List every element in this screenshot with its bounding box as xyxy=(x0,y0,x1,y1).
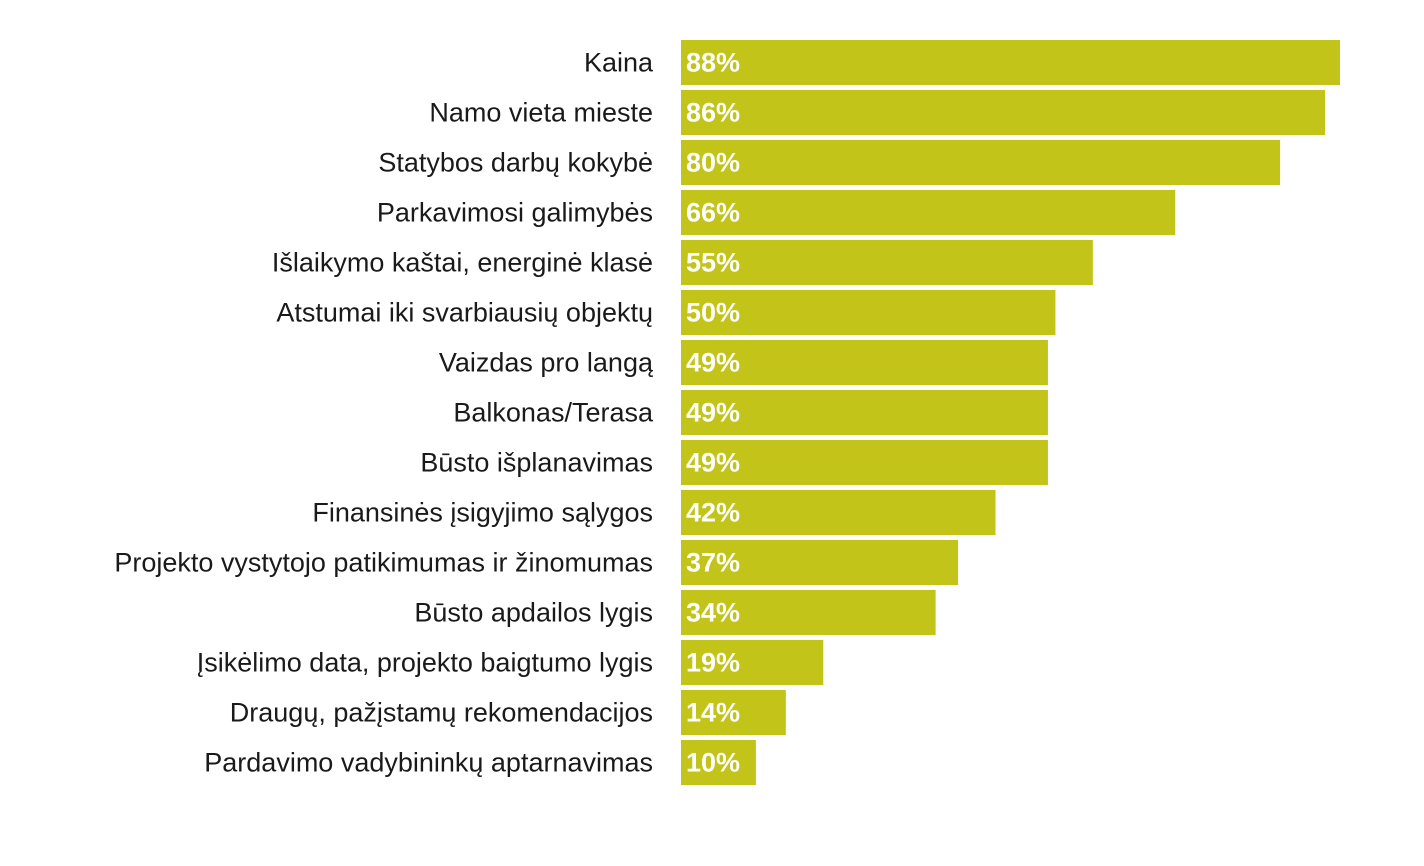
bar xyxy=(681,140,1281,185)
category-label: Draugų, pažįstamų rekomendacijos xyxy=(230,698,653,728)
bars-group: Kaina 88% Namo vieta mieste 86% Statybos dar… xyxy=(114,40,1340,785)
bar xyxy=(681,290,1056,335)
data-label: 19% xyxy=(686,648,740,678)
category-label: Būsto išplanavimas xyxy=(420,448,653,478)
data-label: 49% xyxy=(686,348,740,378)
category-label: Įsikėlimo data, projekto baigtumo lygis xyxy=(197,648,653,678)
bar xyxy=(681,390,1048,435)
category-label: Pardavimo vadybininkų aptarnavimas xyxy=(204,748,653,778)
bar xyxy=(681,640,824,685)
data-label: 80% xyxy=(686,148,740,178)
data-label: 50% xyxy=(686,298,740,328)
bar-row: Būsto apdailos lygis 34% xyxy=(414,590,936,635)
bar-row: Kaina 88% xyxy=(584,40,1340,85)
data-label: 10% xyxy=(686,748,740,778)
bar xyxy=(681,90,1326,135)
category-label: Finansinės įsigyjimo sąlygos xyxy=(312,498,653,528)
data-label: 49% xyxy=(686,398,740,428)
data-label: 66% xyxy=(686,198,740,228)
bar xyxy=(681,440,1048,485)
bar-row: Išlaikymo kaštai, energinė klasė 55% xyxy=(272,240,1093,285)
data-label: 86% xyxy=(686,98,740,128)
bar xyxy=(681,190,1176,235)
category-label: Namo vieta mieste xyxy=(429,98,653,128)
data-label: 55% xyxy=(686,248,740,278)
bar xyxy=(681,490,996,535)
bar xyxy=(681,590,936,635)
bar-row: Statybos darbų kokybė 80% xyxy=(378,140,1281,185)
bar xyxy=(681,540,959,585)
bar-row: Būsto išplanavimas 49% xyxy=(420,440,1048,485)
bar xyxy=(681,690,786,735)
bar-row: Draugų, pažįstamų rekomendacijos 14% xyxy=(230,690,786,735)
bar-row: Atstumai iki svarbiausių objektų 50% xyxy=(276,290,1056,335)
bar xyxy=(681,740,756,785)
bar xyxy=(681,340,1048,385)
category-label: Balkonas/Terasa xyxy=(453,398,654,428)
bar-row: Pardavimo vadybininkų aptarnavimas 10% xyxy=(204,740,756,785)
data-label: 88% xyxy=(686,48,740,78)
bar-row: Įsikėlimo data, projekto baigtumo lygis 1… xyxy=(197,640,824,685)
data-label: 14% xyxy=(686,698,740,728)
data-label: 37% xyxy=(686,548,740,578)
category-label: Būsto apdailos lygis xyxy=(414,598,653,628)
bar-row: Finansinės įsigyjimo sąlygos 42% xyxy=(312,490,996,535)
bar-row: Balkonas/Terasa 49% xyxy=(453,390,1048,435)
category-label: Parkavimosi galimybės xyxy=(377,198,653,228)
category-label: Statybos darbų kokybė xyxy=(378,148,653,178)
bar xyxy=(681,40,1340,85)
data-label: 42% xyxy=(686,498,740,528)
category-label: Projekto vystytojo patikimumas ir žinomu… xyxy=(114,548,653,578)
bar-row: Parkavimosi galimybės 66% xyxy=(377,190,1176,235)
category-label: Vaizdas pro langą xyxy=(439,348,654,378)
data-label: 34% xyxy=(686,598,740,628)
category-label: Išlaikymo kaštai, energinė klasė xyxy=(272,248,653,278)
bar xyxy=(681,240,1093,285)
category-label: Kaina xyxy=(584,48,654,78)
bar-row: Vaizdas pro langą 49% xyxy=(439,340,1048,385)
bar-row: Projekto vystytojo patikimumas ir žinomu… xyxy=(114,540,959,585)
category-label: Atstumai iki svarbiausių objektų xyxy=(276,298,653,328)
bar-row: Namo vieta mieste 86% xyxy=(429,90,1326,135)
data-label: 49% xyxy=(686,448,740,478)
